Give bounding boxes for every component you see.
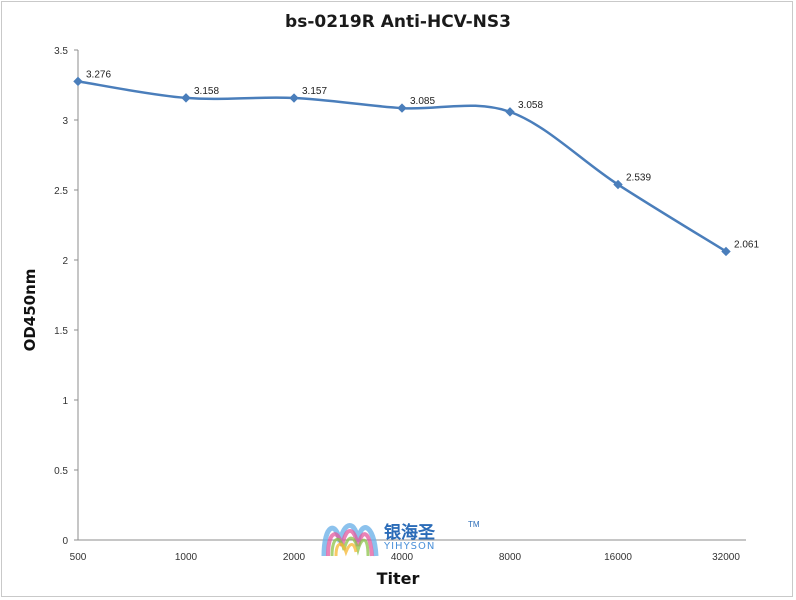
y-tick-label: 0.5: [54, 466, 68, 477]
y-tick-label: 1: [62, 396, 68, 407]
data-label: 3.276: [86, 69, 111, 80]
logo-chinese-text: 银海圣: [384, 523, 435, 543]
y-tick-label: 1.5: [54, 326, 68, 337]
x-tick-label: 1000: [175, 552, 198, 563]
y-tick-label: 2: [62, 256, 68, 267]
x-tick-label: 32000: [712, 552, 740, 563]
data-label: 2.539: [626, 173, 651, 184]
data-point-marker: [613, 179, 623, 190]
logo-trademark: TM: [468, 520, 480, 529]
yihyson-logo-icon: [321, 523, 379, 557]
data-label: 3.085: [410, 96, 435, 107]
y-tick-label: 0: [62, 536, 68, 547]
data-point-marker: [289, 93, 299, 103]
data-label: 3.058: [518, 100, 543, 111]
y-tick-label: 3: [62, 116, 68, 127]
x-tick-label: 4000: [391, 552, 414, 563]
data-point-marker: [721, 246, 731, 257]
logo-english-text: YIHYSON: [384, 541, 436, 552]
data-label: 3.158: [194, 86, 219, 97]
x-tick-label: 2000: [283, 552, 306, 563]
x-tick-label: 16000: [604, 552, 632, 563]
chart-title: bs-0219R Anti-HCV-NS3: [285, 12, 511, 32]
data-point-marker: [505, 107, 515, 117]
x-axis-title: Titer: [376, 569, 420, 588]
data-point-marker: [73, 76, 83, 87]
data-label: 3.157: [302, 86, 327, 97]
x-tick-label: 8000: [499, 552, 522, 563]
data-label: 2.061: [734, 239, 759, 250]
data-point-marker: [397, 103, 407, 113]
y-tick-label: 3.5: [54, 46, 68, 57]
yihyson-logo-watermark: 银海圣 TM YIHYSON: [320, 512, 490, 562]
y-tick-label: 2.5: [54, 186, 68, 197]
data-point-marker: [181, 93, 191, 103]
x-tick-label: 500: [70, 552, 87, 563]
